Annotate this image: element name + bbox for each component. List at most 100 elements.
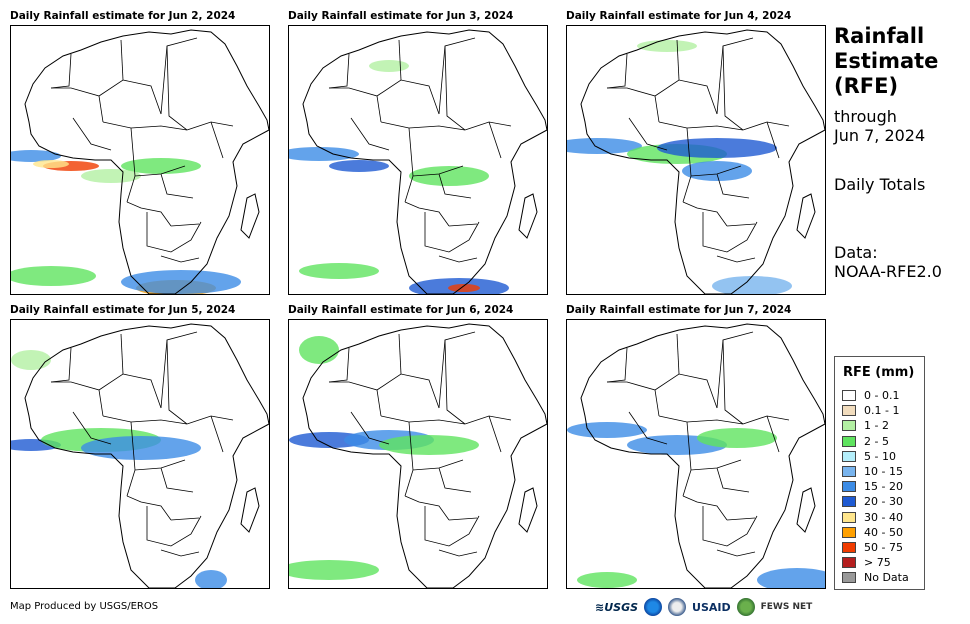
rainfall-area: [682, 161, 752, 181]
legend-item: 15 - 20: [842, 479, 903, 494]
africa-coastline: [580, 29, 825, 294]
rainfall-area: [121, 158, 201, 174]
country-border: [722, 45, 744, 131]
country-border: [404, 469, 414, 497]
country-border: [606, 347, 628, 383]
country-border: [160, 549, 200, 557]
rainfall-area: [289, 560, 379, 580]
rainfall-area: [409, 166, 489, 186]
panel-title: Daily Rainfall estimate for Jun 4, 2024: [566, 10, 792, 22]
legend-item: 10 - 15: [842, 464, 903, 479]
country-border: [716, 467, 750, 493]
legend-label: 2 - 5: [864, 434, 889, 448]
country-border: [722, 339, 744, 425]
country-border: [488, 121, 502, 159]
africa-coastline: [24, 29, 269, 294]
country-border: [682, 175, 692, 203]
country-border: [186, 121, 234, 131]
rainfall-area: [81, 436, 201, 460]
legend-label: 1 - 2: [864, 419, 889, 433]
country-border: [676, 39, 680, 81]
through-label: through: [834, 107, 897, 126]
rainfall-area: [637, 40, 697, 52]
country-border: [160, 255, 200, 263]
country-border: [380, 415, 466, 425]
rainfall-area: [577, 572, 637, 588]
totals-label: Daily Totals: [834, 175, 926, 194]
country-border: [72, 117, 112, 151]
country-border: [438, 255, 478, 263]
rainfall-area: [11, 150, 61, 162]
country-border: [716, 37, 754, 115]
rainfall-area: [299, 263, 379, 279]
rainfall-area: [697, 428, 777, 448]
country-border: [408, 421, 464, 471]
panel-title: Daily Rainfall estimate for Jun 3, 2024: [288, 10, 514, 22]
legend-swatch: [842, 466, 856, 477]
country-border: [448, 517, 478, 521]
rainfall-area: [329, 160, 389, 172]
usgs-logo: ≋USGS: [595, 600, 639, 614]
madagascar-outline: [240, 487, 260, 533]
legend-title: RFE (mm): [843, 365, 915, 380]
country-border: [376, 373, 440, 409]
country-border: [170, 517, 200, 521]
country-border: [51, 87, 104, 123]
panel-title: Daily Rainfall estimate for Jun 7, 2024: [566, 304, 792, 316]
country-border: [682, 495, 728, 521]
main-title: Rainfall Estimate (RFE): [834, 24, 938, 99]
country-border: [686, 421, 742, 471]
country-border: [120, 333, 124, 375]
legend-swatch: [842, 496, 856, 508]
data-label: Data:: [834, 243, 878, 262]
madagascar-outline: [796, 487, 816, 533]
country-border: [186, 415, 234, 425]
legend-label: 20 - 30: [864, 495, 903, 509]
legend-label: 15 - 20: [864, 480, 903, 494]
rainfall-area: [379, 435, 479, 455]
country-border: [328, 347, 350, 383]
madagascar-outline: [518, 487, 538, 533]
africa-coastline: [302, 29, 547, 294]
legend-label: No Data: [864, 571, 909, 585]
country-border: [607, 87, 660, 123]
country-border: [120, 39, 124, 81]
rainfall-area: [757, 568, 825, 588]
country-border: [766, 415, 780, 453]
country-border: [98, 373, 162, 409]
country-border: [102, 415, 188, 425]
country-borders: [50, 37, 234, 263]
rainfall-area: [195, 570, 227, 588]
madagascar-outline: [796, 193, 816, 239]
rainfall-map: [288, 25, 548, 295]
country-border: [424, 506, 480, 547]
country-border: [606, 53, 628, 89]
fews-net-logo: FEWS NET: [760, 602, 813, 612]
rainfall-area: [448, 284, 480, 292]
country-border: [438, 467, 472, 493]
legend-item: 2 - 5: [842, 434, 889, 449]
rainfall-area: [81, 169, 141, 183]
legend-item: 50 - 75: [842, 540, 903, 555]
country-border: [350, 117, 390, 151]
noaa-logo-icon: [644, 598, 663, 616]
country-border: [742, 415, 790, 425]
rainfall-area: [121, 270, 241, 294]
country-border: [398, 333, 402, 375]
country-border: [102, 121, 188, 131]
legend-item: > 75: [842, 555, 891, 570]
country-border: [682, 201, 728, 227]
country-border: [160, 467, 194, 493]
country-border: [329, 87, 382, 123]
country-border: [126, 495, 172, 521]
country-border: [146, 212, 202, 253]
legend-swatch: [842, 557, 856, 569]
legend-swatch: [842, 390, 856, 401]
rainfall-area: [657, 138, 777, 158]
country-border: [72, 411, 112, 445]
legend-item: 0 - 0.1: [842, 388, 899, 403]
legend-item: 0.1 - 1: [842, 403, 899, 418]
country-border: [126, 201, 172, 227]
country-border: [404, 495, 450, 521]
country-border: [160, 37, 198, 115]
